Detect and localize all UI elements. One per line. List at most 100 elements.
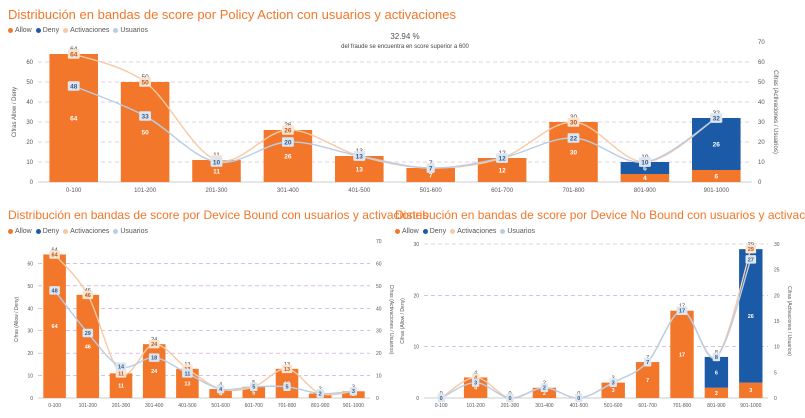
data-label-usuarios: 13 — [356, 153, 364, 160]
y2-tick-label: 30 — [774, 242, 780, 248]
data-label-usuarios-bg — [575, 393, 583, 403]
bar-allow — [532, 387, 557, 398]
data-label-usuarios: 18 — [151, 356, 157, 362]
data-label-usuarios: 12 — [498, 155, 506, 162]
data-label-usuarios-bg — [353, 151, 366, 161]
bar-allow — [670, 310, 694, 398]
data-label-usuarios-bg — [540, 383, 549, 392]
y-tick-label: 60 — [27, 261, 33, 267]
data-label-usuarios-bg — [250, 382, 258, 392]
data-label-allow: 2 — [715, 391, 718, 397]
legend-allow: Allow — [395, 228, 419, 235]
x-tick-label: 801-900 — [707, 403, 726, 409]
data-label-usuarios-bg — [82, 328, 94, 338]
data-label-allow: 50 — [141, 129, 149, 136]
series-line-usuarios — [73, 85, 717, 169]
legend-allow: Allow — [8, 228, 32, 235]
y2-tick-label: 60 — [376, 261, 382, 267]
x-tick-label: 901-1000 — [343, 403, 364, 409]
data-label-usuarios: 0 — [440, 396, 443, 402]
data-label-allow: 2 — [543, 391, 546, 397]
bar-allow — [635, 362, 660, 398]
data-label-usuarios-bg — [67, 81, 80, 91]
y-tick-label: 20 — [27, 351, 33, 357]
fraud-percentage: 32.94 % — [390, 32, 420, 41]
x-tick-label: 701-800 — [278, 403, 297, 409]
data-label-usuarios: 3 — [352, 389, 355, 395]
data-label-usuarios: 48 — [70, 83, 78, 90]
data-label-allow: 7 — [429, 172, 433, 179]
legend-activaciones: Activaciones — [63, 27, 109, 34]
legend-activaciones: Activaciones — [450, 228, 496, 235]
data-label-activaciones: 13 — [284, 367, 290, 373]
bar-allow — [109, 373, 133, 398]
data-label-allow: 3 — [612, 388, 615, 394]
y-axis-label: Cifras Allow / Deny — [12, 87, 18, 137]
data-label-activaciones: 29 — [748, 247, 754, 253]
y2-tick-label: 15 — [774, 319, 780, 325]
legend-deny: Deny — [35, 27, 59, 34]
data-label-activaciones-bg — [148, 339, 160, 349]
chart3-legend: Allow Deny Activaciones Usuarios — [395, 228, 535, 235]
data-label-activaciones: 50 — [141, 79, 149, 86]
chart1-legend: Allow Deny Activaciones Usuarios — [8, 27, 148, 34]
series-line-usuarios — [54, 289, 354, 395]
bar-allow — [704, 387, 729, 398]
y2-tick-label: 25 — [774, 268, 780, 274]
bar-allow — [739, 382, 763, 398]
data-label-activaciones: 11 — [118, 371, 124, 377]
chart-device-bound: 0 10 20 30 40 50 60 0 10 20 30 40 50 60 70 Cifras (Allo… — [14, 239, 394, 409]
x-tick-label: 201-300 — [112, 403, 131, 409]
y2-axis-label: Cifras (Activaciones / Usuarios) — [786, 286, 792, 356]
y-tick-label: 10 — [27, 374, 33, 380]
data-label-usuarios-bg — [567, 133, 580, 143]
y2-tick-label: 50 — [376, 284, 382, 290]
data-label-activaciones-bg — [82, 290, 94, 300]
bar-allow — [76, 294, 100, 398]
y-tick-label: 60 — [26, 60, 33, 66]
data-label-usuarios: 11 — [184, 371, 190, 377]
data-label-activaciones: 46 — [85, 293, 91, 299]
x-tick-label: 601-700 — [638, 403, 657, 409]
x-tick-label: 801-900 — [634, 188, 657, 194]
bar-allow — [192, 160, 241, 182]
y2-tick-label: 30 — [758, 120, 765, 126]
data-label-usuarios-bg — [609, 378, 617, 387]
data-label-usuarios: 4 — [219, 387, 223, 393]
data-label-allow: 24 — [151, 369, 158, 375]
data-label-usuarios-bg — [139, 111, 151, 121]
y-tick-label: 50 — [27, 284, 33, 290]
y-axis-label: Cifras (Allow / Deny) — [14, 296, 20, 342]
data-label-usuarios: 10 — [213, 159, 221, 166]
data-label-activaciones-bg — [49, 250, 60, 259]
data-label-usuarios: 5 — [285, 385, 288, 391]
bar-deny — [692, 118, 741, 170]
chart2-title: Distribución en bandas de score por Devi… — [8, 208, 429, 222]
x-tick-label: 901-1000 — [740, 403, 761, 409]
data-label-activaciones-bg — [745, 244, 757, 254]
y2-tick-label: 5 — [774, 370, 777, 376]
data-label-activaciones: 24 — [151, 342, 158, 348]
data-label-allow: 3 — [749, 388, 752, 394]
data-label-usuarios-bg — [282, 137, 294, 147]
x-tick-label: 101-200 — [134, 188, 157, 194]
data-label-allow: 7 — [646, 378, 649, 384]
x-tick-label: 201-300 — [205, 188, 228, 194]
chart2-legend: Allow Deny Activaciones Usuarios — [8, 228, 148, 235]
y-tick-label: 10 — [26, 160, 33, 166]
y2-tick-label: 50 — [758, 80, 765, 86]
data-label-allow: 30 — [570, 149, 578, 156]
data-label-allow: 17 — [679, 352, 685, 358]
data-label-allow: 46 — [85, 344, 91, 350]
data-label-usuarios: 29 — [85, 331, 91, 337]
y-tick-label: 20 — [26, 140, 33, 146]
x-tick-label: 0-100 — [66, 188, 82, 194]
y-axis-label: Cifras (Allow / Deny) — [400, 298, 406, 344]
data-label-usuarios-bg — [712, 352, 721, 362]
data-label-usuarios-bg — [496, 153, 508, 163]
y-tick-label: 0 — [30, 180, 34, 186]
data-label-usuarios: 7 — [646, 360, 649, 366]
data-label-activaciones-bg — [567, 117, 580, 127]
y2-tick-label: 70 — [758, 40, 765, 46]
x-tick-label: 901-1000 — [704, 188, 730, 194]
